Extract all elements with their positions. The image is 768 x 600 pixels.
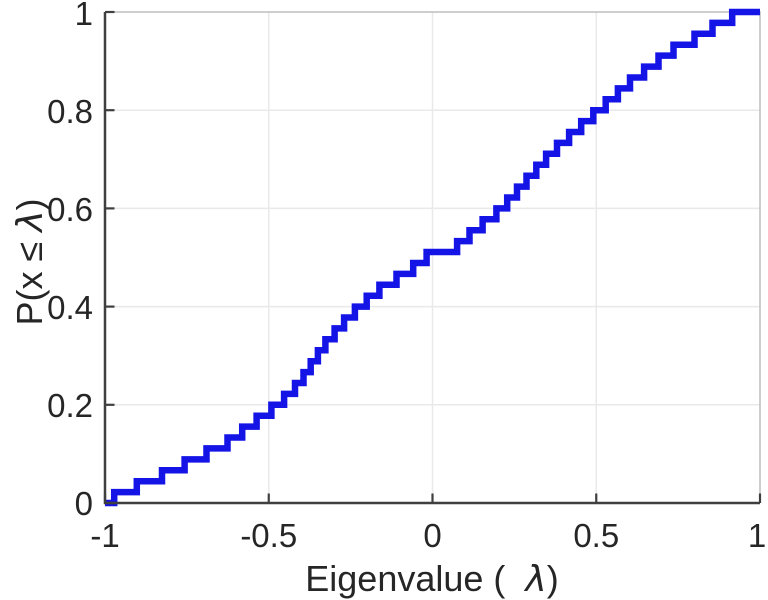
y-axis-label: P(x ≤ λ): [9, 198, 51, 325]
lambda-symbol: λ: [523, 559, 546, 600]
cdf-stairs-line: [105, 8, 760, 507]
tick-marks: [103, 10, 762, 505]
y-tick-label: 0: [75, 485, 93, 522]
x-tick-labels: -1 -0.5 0 0.5 1: [90, 517, 766, 554]
y-tick-label: 0.8: [47, 93, 93, 130]
y-axis-label-text: P(x ≤: [9, 232, 50, 326]
lambda-symbol: λ: [10, 210, 51, 233]
y-axis-label-close: ): [9, 198, 50, 210]
y-tick-label: 0.6: [47, 191, 93, 228]
x-tick-label: -0.5: [240, 517, 297, 554]
grid-lines: [105, 12, 760, 503]
y-tick-label: 0.2: [47, 387, 93, 424]
x-tick-label: 0.5: [573, 517, 619, 554]
y-tick-label: 0.4: [47, 289, 93, 326]
x-tick-label: 0: [423, 517, 441, 554]
x-tick-label: -1: [90, 517, 119, 554]
x-axis-label: Eigenvalue ( λ): [305, 558, 558, 600]
y-tick-label: 1: [75, 0, 93, 32]
x-axis-label-close: ): [547, 558, 559, 599]
y-tick-labels: 0 0.2 0.4 0.6 0.8 1: [47, 0, 93, 522]
x-tick-label: 1: [748, 517, 766, 554]
x-axis-label-text: Eigenvalue (: [305, 558, 525, 599]
